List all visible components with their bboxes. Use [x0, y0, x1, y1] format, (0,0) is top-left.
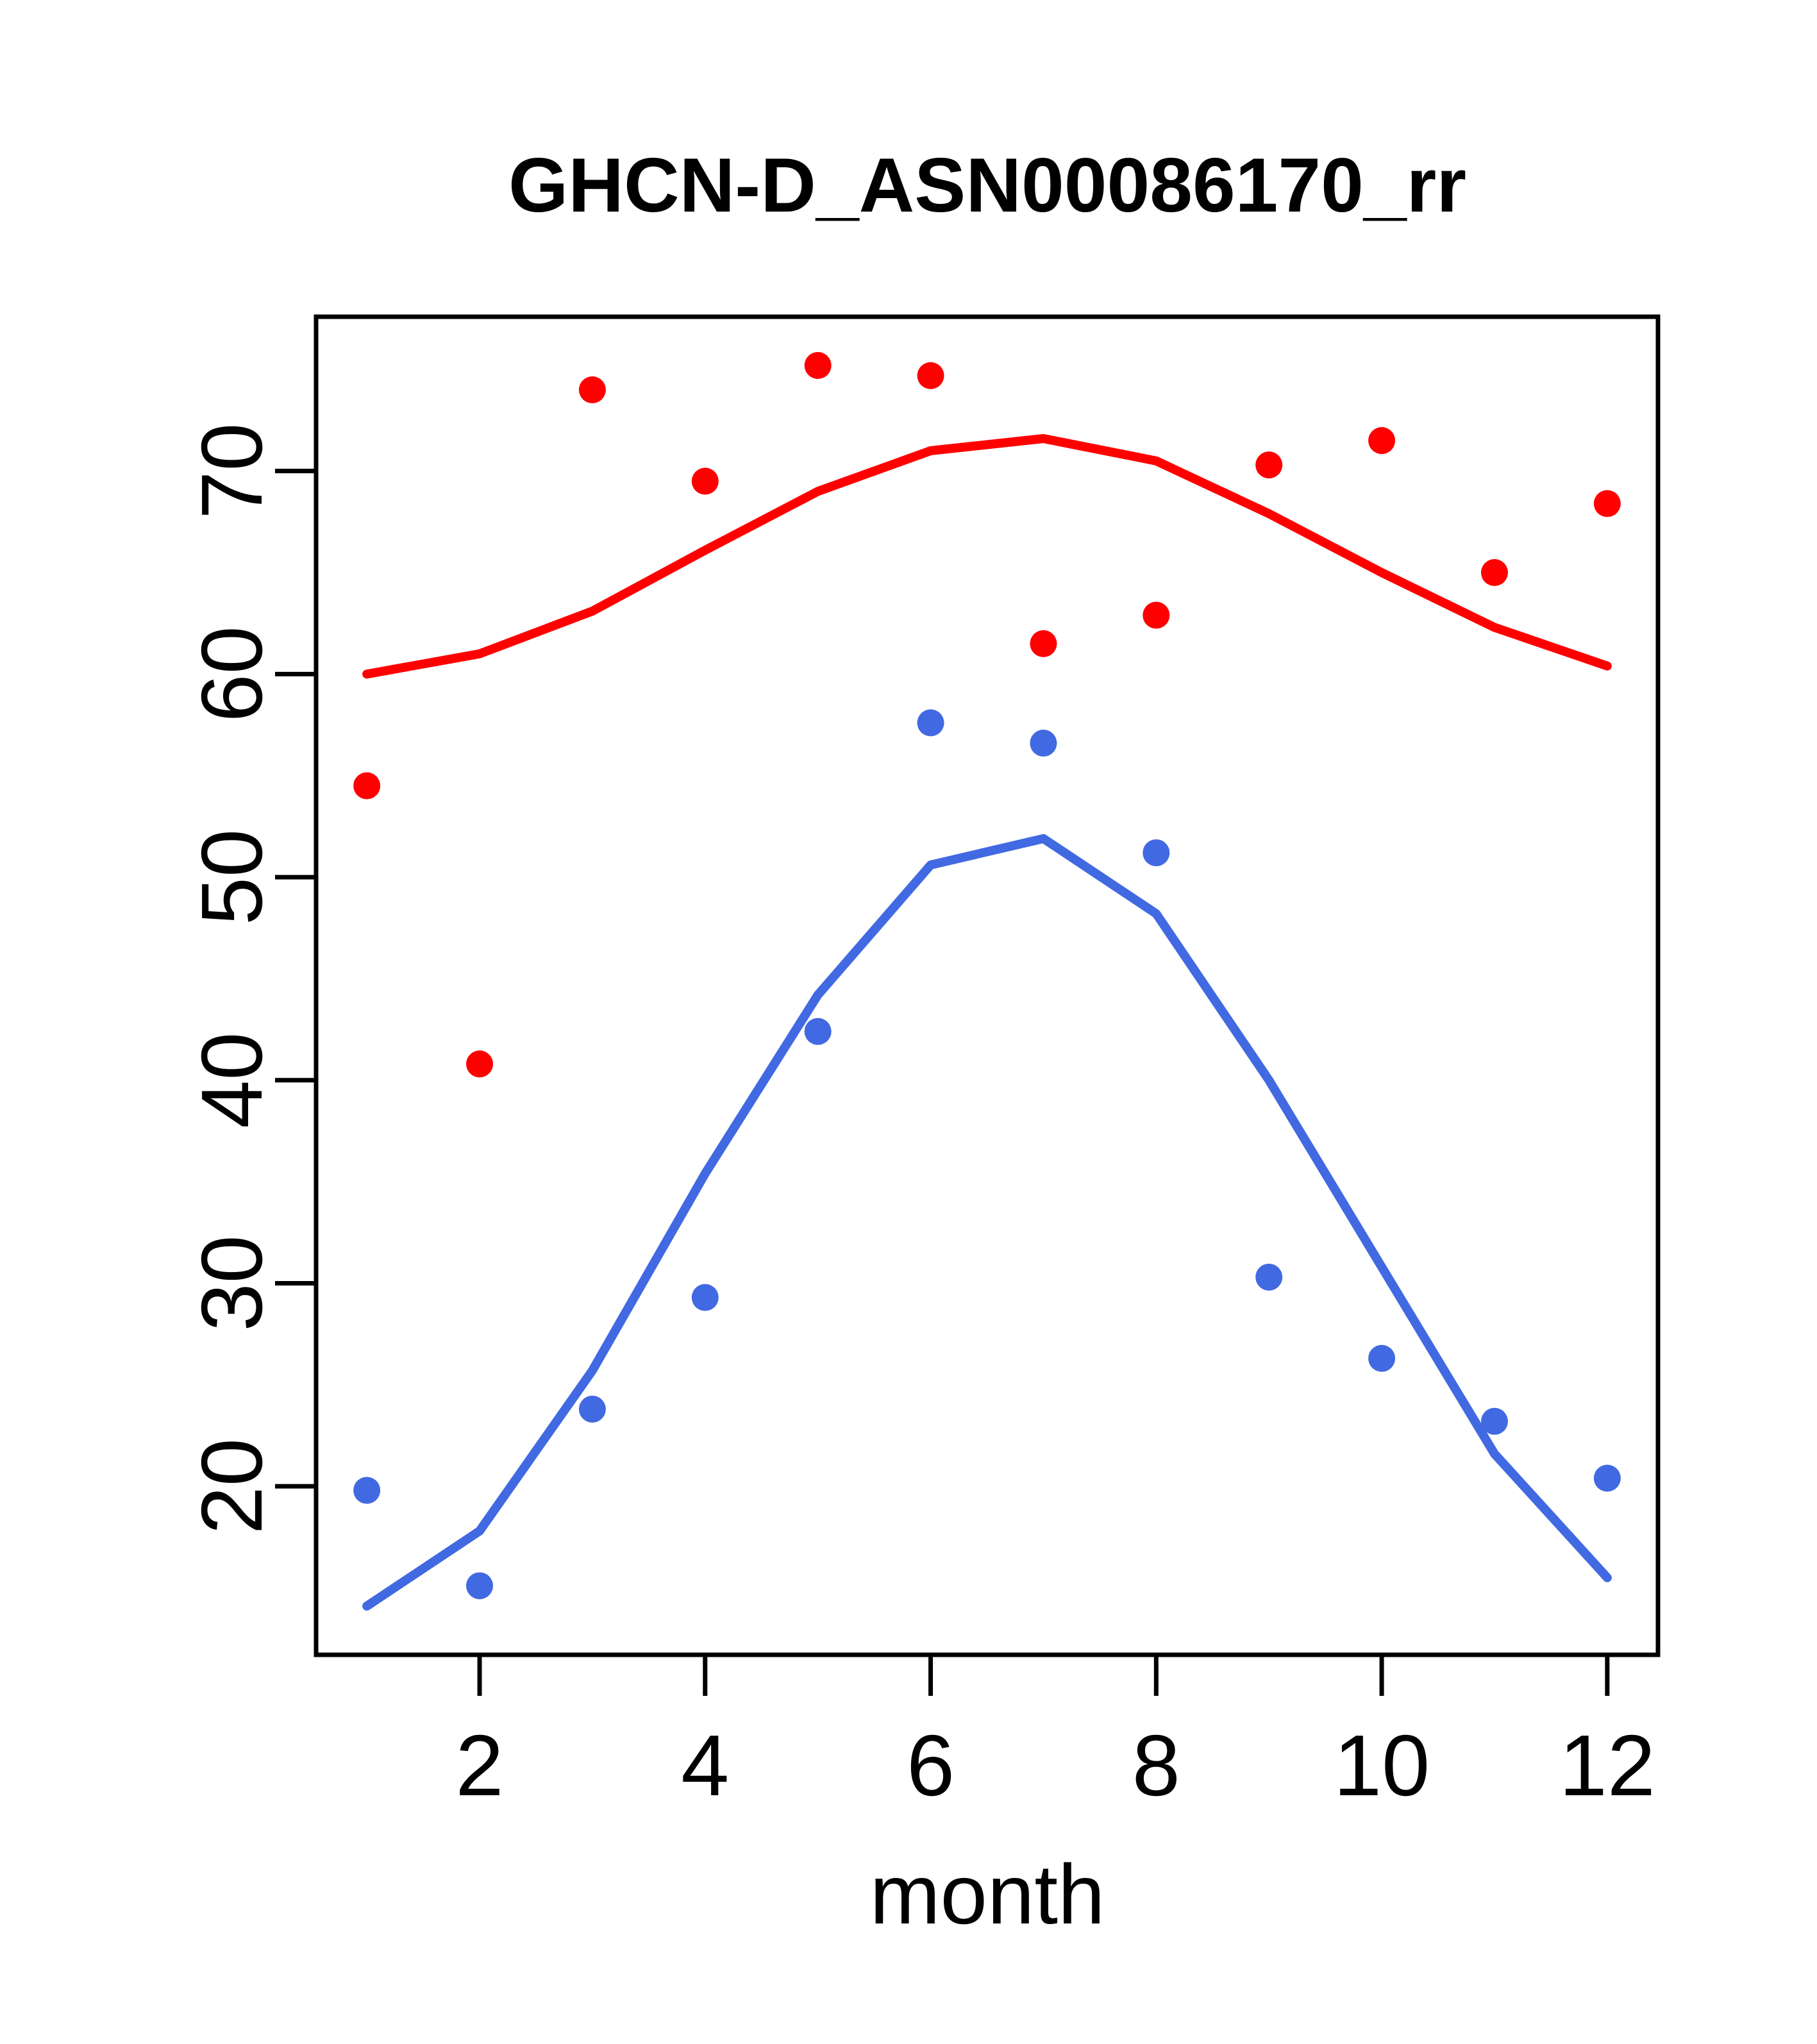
x-tick-label: 4 [681, 1717, 729, 1814]
blue-point [1255, 1263, 1283, 1291]
x-axis-ticks: 2 4 6 8 10 12 [455, 1655, 1655, 1814]
plot-border-box [314, 314, 1661, 1657]
data-series [353, 352, 1621, 1611]
red-point [1368, 427, 1396, 455]
red-line [362, 434, 1612, 679]
y-tick-label: 40 [183, 1032, 280, 1128]
blue-point [1368, 1345, 1396, 1372]
red-point [804, 352, 832, 380]
x-tick-label: 12 [1559, 1717, 1655, 1814]
blue-point [804, 1018, 832, 1045]
x-tick-label: 8 [1132, 1717, 1180, 1814]
blue-point [1480, 1407, 1508, 1435]
red-point [917, 362, 944, 389]
red-point [466, 1050, 494, 1078]
blue-point [1030, 730, 1057, 757]
y-tick-label: 60 [183, 626, 280, 722]
x-tick-label: 10 [1334, 1717, 1430, 1814]
red-point [578, 376, 606, 404]
y-tick-label: 30 [183, 1235, 280, 1331]
red-point [1030, 630, 1057, 657]
x-axis-title: month [870, 1847, 1105, 1941]
red-point [1593, 490, 1621, 517]
red-point [353, 772, 381, 800]
blue-point [466, 1572, 494, 1600]
blue-point [578, 1395, 606, 1423]
blue-point [691, 1284, 719, 1311]
blue-point [1593, 1464, 1621, 1492]
blue-point [917, 709, 944, 737]
y-axis-ticks: 20 30 40 50 60 70 [183, 423, 316, 1534]
y-tick-label: 20 [183, 1438, 280, 1534]
y-tick-label: 70 [183, 423, 280, 519]
red-point [1143, 601, 1170, 629]
red-point [1480, 559, 1508, 587]
blue-line [362, 834, 1612, 1611]
x-tick-label: 6 [907, 1717, 955, 1814]
y-tick-label: 50 [183, 829, 280, 925]
chart-title: GHCN-D_ASN00086170_rr [508, 142, 1466, 228]
red-point [1255, 451, 1283, 479]
blue-point [353, 1477, 381, 1504]
red-point [691, 467, 719, 495]
x-tick-label: 2 [455, 1717, 503, 1814]
blue-point [1143, 839, 1170, 867]
